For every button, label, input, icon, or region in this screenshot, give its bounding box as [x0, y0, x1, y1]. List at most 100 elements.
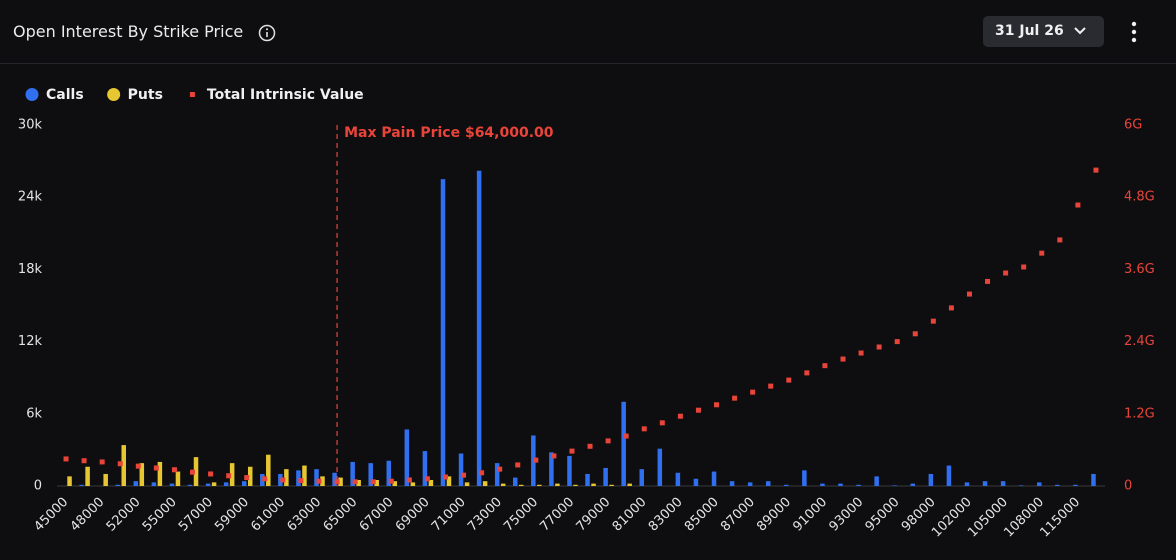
bar	[374, 479, 379, 486]
bar	[103, 473, 108, 486]
tiv-point	[461, 472, 467, 478]
bar	[500, 483, 506, 486]
bar	[747, 482, 753, 486]
bar	[314, 469, 319, 486]
bar	[820, 483, 825, 486]
tiv-point	[533, 457, 539, 463]
tiv-point	[876, 344, 882, 350]
tiv-point	[190, 469, 196, 475]
tiv-point	[786, 377, 792, 383]
bar	[946, 465, 952, 486]
tiv-point	[280, 477, 286, 483]
bar	[205, 483, 211, 486]
bar	[982, 481, 988, 486]
bar	[657, 448, 663, 486]
bar	[464, 482, 470, 486]
x-tick-label: 67000	[357, 495, 397, 535]
bar	[458, 453, 464, 486]
y-tick-label: 6k	[26, 406, 42, 421]
tiv-point	[1021, 264, 1027, 270]
tiv-point	[966, 291, 972, 297]
tiv-point	[822, 363, 828, 369]
bar	[85, 466, 90, 486]
tiv-point	[750, 389, 756, 395]
bar	[675, 472, 681, 486]
bar	[211, 482, 217, 486]
bar	[585, 473, 590, 486]
tiv-point	[930, 318, 936, 324]
bar	[223, 482, 229, 486]
tiv-point	[948, 305, 954, 311]
bar	[1037, 482, 1042, 486]
tiv-point	[244, 475, 250, 481]
bar	[513, 477, 518, 486]
menu-button[interactable]	[1126, 20, 1142, 44]
x-tick-label: 91000	[790, 495, 830, 535]
tiv-point	[479, 470, 485, 476]
legend-label: Total Intrinsic Value	[207, 87, 364, 103]
bar	[169, 483, 175, 486]
tiv-point	[226, 473, 232, 479]
tiv-point	[840, 356, 846, 362]
tiv-point	[623, 433, 629, 439]
bar	[175, 471, 181, 486]
x-tick-label: 95000	[863, 495, 903, 535]
max-pain-label: Max Pain Price $64,000.00	[344, 125, 554, 141]
bar	[874, 476, 879, 486]
tiv-point	[569, 448, 575, 454]
bar	[356, 479, 361, 486]
bar	[139, 463, 145, 486]
tiv-point	[117, 461, 123, 467]
x-tick-label: 52000	[104, 495, 144, 535]
bar	[784, 484, 789, 486]
tiv-point	[659, 420, 665, 426]
chart: Calls Puts Total Intrinsic Value 0 6k 12k 18k 2…	[18, 87, 1155, 540]
tiv-point	[1003, 270, 1009, 276]
bar	[567, 455, 572, 486]
tiv-point	[714, 402, 720, 408]
tiv-point	[515, 462, 521, 468]
date-label: 31 Jul 26	[995, 23, 1064, 39]
bar	[350, 461, 355, 486]
bar	[1055, 484, 1060, 486]
bar	[187, 484, 193, 486]
chart-title: Open Interest By Strike Price	[13, 22, 244, 41]
bar	[537, 484, 542, 486]
tiv-point	[587, 443, 593, 449]
bar	[428, 479, 434, 486]
bar	[765, 481, 771, 486]
tiv-point	[298, 478, 304, 484]
bar	[410, 482, 416, 486]
tiv-point	[63, 456, 69, 462]
tiv-point	[171, 467, 177, 473]
bar	[1018, 485, 1024, 486]
bar	[368, 463, 373, 486]
legend-label: Puts	[128, 87, 163, 103]
info-icon[interactable]	[258, 24, 276, 42]
legend-swatch	[25, 88, 39, 101]
bar	[482, 481, 488, 486]
header: Open Interest By Strike Price 31 Jul 26	[0, 0, 1176, 64]
bar	[157, 461, 163, 486]
tiv-point	[695, 407, 701, 413]
y-tick-label: 18k	[18, 262, 43, 277]
bar	[193, 457, 199, 486]
date-dropdown[interactable]: 31 Jul 26	[983, 16, 1104, 47]
y2-tick-label: 3.6G	[1124, 262, 1155, 277]
bar	[621, 401, 626, 486]
x-tick-label: 61000	[248, 495, 288, 535]
y2-tick-label: 0	[1124, 479, 1132, 494]
tiv-point	[316, 478, 322, 484]
y2-tick-label: 1.2G	[1124, 406, 1155, 421]
bar	[320, 476, 325, 486]
bar	[928, 473, 934, 486]
y-tick-label: 0	[34, 479, 42, 494]
x-tick-label: 79000	[574, 495, 614, 535]
tiv-point	[208, 471, 214, 477]
bar	[609, 484, 614, 486]
chevron	[1074, 27, 1086, 35]
tiv-point	[605, 438, 611, 444]
bar	[603, 467, 608, 486]
bar	[392, 481, 398, 486]
